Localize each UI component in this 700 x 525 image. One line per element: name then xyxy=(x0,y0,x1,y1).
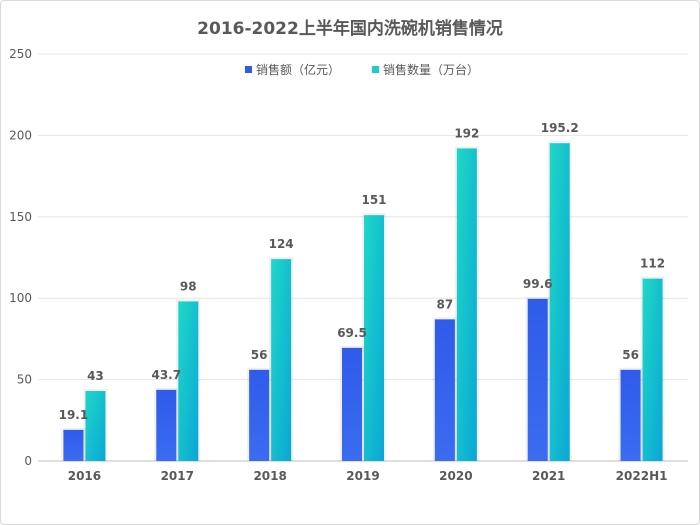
bar-sales-amount xyxy=(342,347,362,461)
y-tick-label: 250 xyxy=(9,47,32,61)
x-tick-label: 2018 xyxy=(253,469,286,483)
x-tick-label: 2022H1 xyxy=(616,469,668,483)
y-tick-label: 0 xyxy=(24,454,32,468)
chart-title: 2016-2022上半年国内洗碗机销售情况 xyxy=(197,19,503,39)
legend: 销售额（亿元） 销售数量（万台） xyxy=(245,62,479,77)
bar-sales-volume xyxy=(456,148,477,461)
data-label: 124 xyxy=(269,237,294,251)
legend-label: 销售数量（万台） xyxy=(383,62,479,77)
x-tick-label: 2021 xyxy=(532,469,565,483)
grid xyxy=(38,53,688,462)
y-tick-label: 100 xyxy=(9,291,32,305)
data-label: 56 xyxy=(251,348,268,362)
axes: 0 50 100 150 200 250 2016 2017 2018 2019 2020 2021 2… xyxy=(9,47,667,483)
x-tick-label: 2019 xyxy=(346,469,379,483)
data-label: 99.6 xyxy=(523,277,553,291)
data-label: 87 xyxy=(437,297,454,311)
bar-sales-volume xyxy=(364,215,384,461)
bar-sales-amount xyxy=(63,429,84,461)
bar-sales-volume xyxy=(271,259,292,461)
legend-swatch xyxy=(245,66,252,73)
data-label: 43.7 xyxy=(151,368,181,382)
data-label: 98 xyxy=(180,279,197,293)
x-tick-label: 2017 xyxy=(161,469,194,483)
data-label: 195.2 xyxy=(541,121,579,135)
bar-sales-volume xyxy=(642,278,663,461)
data-label: 192 xyxy=(454,126,479,140)
bar-sales-amount xyxy=(249,369,270,461)
data-label: 112 xyxy=(640,257,665,271)
bar-sales-volume xyxy=(178,301,199,461)
data-label: 19.1 xyxy=(59,408,89,422)
bars xyxy=(61,141,665,461)
data-label: 151 xyxy=(361,193,386,207)
bar-sales-amount xyxy=(527,298,548,461)
data-label: 56 xyxy=(622,348,639,362)
bar-sales-amount xyxy=(434,319,455,461)
y-tick-label: 50 xyxy=(17,373,32,387)
bar-sales-amount xyxy=(620,369,641,461)
y-tick-label: 200 xyxy=(9,128,32,142)
legend-swatch xyxy=(372,66,379,73)
bar-sales-volume xyxy=(85,390,106,461)
data-labels: 19.1 43 43.7 98 56 124 69.5 151 87 192 99.6 195.2 56… xyxy=(59,121,665,422)
x-tick-label: 2016 xyxy=(68,469,101,483)
legend-label: 销售额（亿元） xyxy=(256,62,340,77)
y-tick-label: 150 xyxy=(9,210,32,224)
x-tick-label: 2020 xyxy=(439,469,472,483)
data-label: 69.5 xyxy=(337,326,367,340)
bar-sales-amount xyxy=(156,389,177,461)
bar-sales-volume xyxy=(549,143,570,461)
data-label: 43 xyxy=(87,369,104,383)
